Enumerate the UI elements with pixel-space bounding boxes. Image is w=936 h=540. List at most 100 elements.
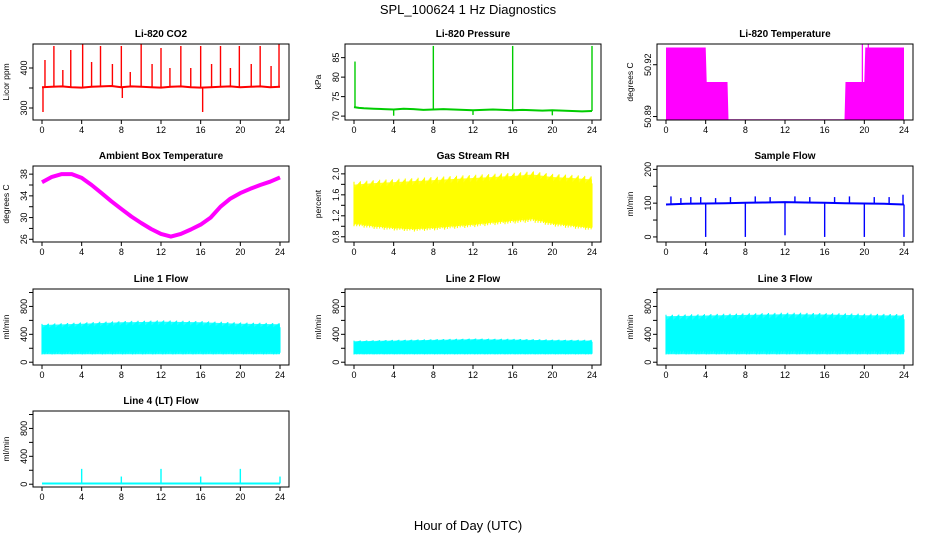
panel-4-ytick-label-6: 38 [19,169,29,179]
panel-4-xtick-label-2: 8 [119,247,124,257]
panel-5-ytick-label-6: 2.0 [331,168,341,181]
panel-4-xtick-label-0: 0 [39,247,44,257]
panel-9-xtick-label-1: 4 [703,370,708,380]
panel-10-xtick-label-0: 0 [39,492,44,502]
panel-2-title: Li-820 Pressure [436,29,511,40]
panel-3-xtick-label-6: 24 [899,125,909,135]
panel-7-xtick-label-6: 24 [275,370,285,380]
panel-6-ylabel: ml/min [625,191,635,216]
panel-8-ytick-label-4: 800 [331,299,341,314]
panel-5-xtick-label-0: 0 [351,247,356,257]
panel-2-xtick-label-5: 20 [547,125,557,135]
panel-10-xtick-label-1: 4 [79,492,84,502]
panel-8-xtick-label-4: 16 [508,370,518,380]
panel-10-xtick-label-5: 20 [235,492,245,502]
panel-1-xtick-label-3: 12 [156,125,166,135]
panel-9-ytick-label-2: 400 [643,327,653,342]
panel-8-xtick-label-0: 0 [351,370,356,380]
panel-4-xtick-label-4: 16 [196,247,206,257]
panel-1-xtick-label-1: 4 [79,125,84,135]
panel-4-xtick-label-1: 4 [79,247,84,257]
panel-8-xtick-label-5: 20 [547,370,557,380]
panel-6: Sample Flow 0 4 8 12 16 20 24 0 100 200 ml/min [625,151,914,257]
panel-3-series-area [666,47,904,120]
panel-6-ytick-label-2: 100 [643,196,653,211]
panel-1-xtick-label-4: 16 [196,125,206,135]
panel-6-xtick-label-3: 12 [780,247,790,257]
panel-2-xtick-label-3: 12 [468,125,478,135]
panel-2-ytick-label-3: 85 [331,53,341,63]
panel-3-ytick-label-1: 50.92 [643,53,653,76]
panel-5-xtick-label-4: 16 [508,247,518,257]
panel-7-ylabel: ml/min [1,314,11,339]
panel-3-ylabel: degrees C [625,62,635,101]
panel-8-xtick-label-1: 4 [391,370,396,380]
panel-7-ytick-label-2: 400 [19,327,29,342]
panel-9-xtick-label-0: 0 [663,370,668,380]
panel-10-xtick-label-3: 12 [156,492,166,502]
panel-9-ylabel: ml/min [625,314,635,339]
panel-8-title: Line 2 Flow [446,274,501,285]
panel-9-xtick-label-3: 12 [780,370,790,380]
panel-2-xtick-label-0: 0 [351,125,356,135]
panel-8-ytick-label-0: 0 [331,360,341,365]
panel-2-data [353,45,593,116]
panel-5-series-fill [354,174,592,230]
panel-9-xtick-label-5: 20 [859,370,869,380]
panel-5: Gas Stream RH 0 4 8 12 16 20 24 0.8 1.2 1.6 2.0 perc… [313,151,602,257]
panel-1-ytick-label-0: 300 [19,100,29,115]
panel-5-xtick-label-3: 12 [468,247,478,257]
panel-6-title: Sample Flow [754,151,815,162]
panel-10-title: Line 4 (LT) Flow [123,396,199,407]
panel-1-ylabel: Licor ppm [1,63,11,100]
panel-4-xtick-label-6: 24 [275,247,285,257]
panel-6-ytick-label-4: 200 [643,162,653,177]
x-axis-label: Hour of Day (UTC) [413,518,523,533]
panel-3-ytick-label-0: 50.89 [643,105,653,128]
panel-1-xtick-label-2: 8 [119,125,124,135]
panel-4-ylabel: degrees C [1,184,11,223]
panel-6-xtick-label-0: 0 [663,247,668,257]
panel-2-xtick-label-4: 16 [508,125,518,135]
panel-2-series-line [353,106,593,113]
panel-4-frame [32,165,290,243]
panel-3-xtick-label-4: 16 [820,125,830,135]
panel-3-data [666,44,904,120]
panel-5-xtick-label-1: 4 [391,247,396,257]
panel-1: Li-820 CO2 0 4 8 12 16 20 24 300 400 Licor ppm [1,29,290,135]
panel-9-title: Line 3 Flow [758,274,813,285]
panel-5-title: Gas Stream RH [437,151,510,162]
panel-5-xtick-label-6: 24 [587,247,597,257]
panel-7-xtick-label-4: 16 [196,370,206,380]
panel-10-ylabel: ml/min [1,436,11,461]
panel-7-title: Line 1 Flow [134,274,189,285]
panel-6-data [665,194,905,237]
panel-1-title: Li-820 CO2 [135,29,188,40]
panel-5-ytick-label-0: 0.8 [331,231,341,244]
panel-10-xtick-label-2: 8 [119,492,124,502]
panel-5-ylabel: percent [313,189,323,218]
panel-8-ylabel: ml/min [313,314,323,339]
panel-4-data [41,172,281,239]
panel-8-xtick-label-6: 24 [587,370,597,380]
panel-7-xtick-label-3: 12 [156,370,166,380]
panel-3-xtick-label-3: 12 [780,125,790,135]
panel-2-xtick-label-6: 24 [587,125,597,135]
panel-2-ytick-label-1: 75 [331,92,341,102]
panel-5-xtick-label-2: 8 [431,247,436,257]
panel-6-xtick-label-2: 8 [743,247,748,257]
panel-8: Line 2 Flow 0 4 8 12 16 20 24 0 400 800 ml/min [313,274,602,380]
panel-2: Li-820 Pressure 0 4 8 12 16 20 24 70 75 80 85 kPa [313,29,602,135]
panel-3-xtick-label-5: 20 [859,125,869,135]
panel-4-series-line [41,172,281,239]
panel-6-xtick-label-6: 24 [899,247,909,257]
panel-9-data [665,312,905,355]
panel-1-xtick-label-5: 20 [235,125,245,135]
panel-2-xtick-label-1: 4 [391,125,396,135]
panel-3-xtick-label-1: 4 [703,125,708,135]
panel-9-xtick-label-2: 8 [743,370,748,380]
panel-8-series-fill [354,339,592,355]
panel-9-series-fill [666,314,904,355]
panel-2-xtick-label-2: 8 [431,125,436,135]
